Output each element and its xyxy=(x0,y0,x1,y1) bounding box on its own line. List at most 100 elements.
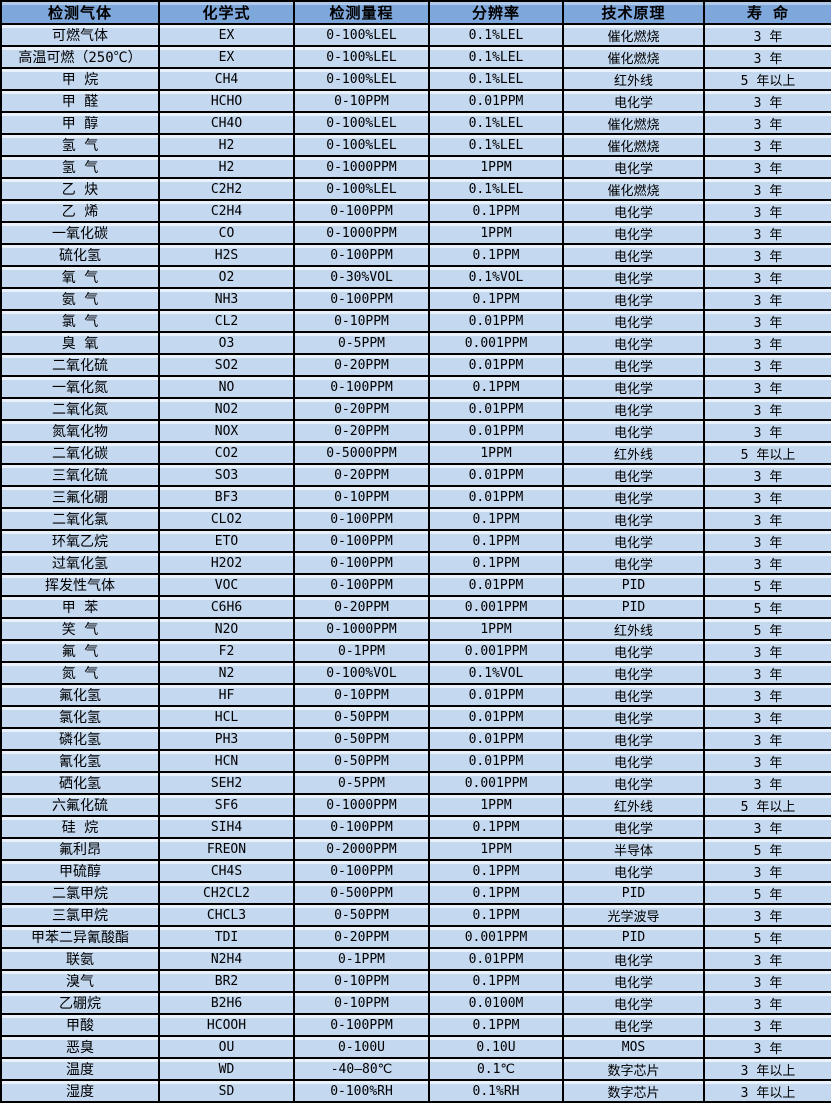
cell-principle: 电化学 xyxy=(562,749,705,773)
cell-range: 0-1PPM xyxy=(293,947,430,971)
cell-principle: 电化学 xyxy=(562,485,705,509)
cell-principle: PID xyxy=(562,595,705,619)
cell-gas-name: 三氟化硼 xyxy=(0,485,160,509)
cell-lifespan: 3 年 xyxy=(703,1013,831,1037)
cell-resolution: 0.0100M xyxy=(428,991,564,1015)
cell-lifespan: 3 年 xyxy=(703,1035,831,1059)
cell-formula: HCOOH xyxy=(158,1013,295,1037)
table-row: 一氧化氮 NO 0-100PPM 0.1PPM 电化学 3 年 xyxy=(0,375,831,399)
table-row: 二氧化氯 CLO2 0-100PPM 0.1PPM 电化学 3 年 xyxy=(0,507,831,531)
cell-lifespan: 3 年 xyxy=(703,749,831,773)
cell-gas-name: 笑 气 xyxy=(0,617,160,641)
cell-formula: NOX xyxy=(158,419,295,443)
table-row: 溴气 BR2 0-10PPM 0.1PPM 电化学 3 年 xyxy=(0,969,831,993)
cell-resolution: 0.1%VOL xyxy=(428,661,564,685)
cell-range: 0-100PPM xyxy=(293,243,430,267)
cell-lifespan: 3 年 xyxy=(703,243,831,267)
cell-gas-name: 氧 气 xyxy=(0,265,160,289)
table-row: 氯 气 CL2 0-10PPM 0.01PPM 电化学 3 年 xyxy=(0,309,831,333)
cell-formula: BR2 xyxy=(158,969,295,993)
cell-resolution: 0.1%LEL xyxy=(428,23,564,47)
cell-gas-name: 乙硼烷 xyxy=(0,991,160,1015)
cell-resolution: 1PPM xyxy=(428,221,564,245)
header-formula: 化学式 xyxy=(158,0,295,25)
cell-principle: 催化燃烧 xyxy=(562,177,705,201)
table-row: 甲苯二异氰酸酯 TDI 0-20PPM 0.001PPM PID 5 年 xyxy=(0,925,831,949)
cell-formula: O3 xyxy=(158,331,295,355)
cell-principle: 红外线 xyxy=(562,67,705,91)
cell-range: 0-20PPM xyxy=(293,463,430,487)
cell-gas-name: 甲 醛 xyxy=(0,89,160,113)
table-row: 氢 气 H2 0-100%LEL 0.1%LEL 催化燃烧 3 年 xyxy=(0,133,831,157)
cell-resolution: 0.01PPM xyxy=(428,309,564,333)
cell-principle: 电化学 xyxy=(562,89,705,113)
cell-gas-name: 可燃气体 xyxy=(0,23,160,47)
cell-principle: 电化学 xyxy=(562,661,705,685)
cell-formula: H2 xyxy=(158,155,295,179)
cell-principle: 电化学 xyxy=(562,639,705,663)
cell-gas-name: 乙 烯 xyxy=(0,199,160,223)
cell-range: 0-100PPM xyxy=(293,815,430,839)
cell-lifespan: 5 年 xyxy=(703,573,831,597)
table-row: 甲 醇 CH4O 0-100%LEL 0.1%LEL 催化燃烧 3 年 xyxy=(0,111,831,135)
cell-resolution: 0.1%RH xyxy=(428,1079,564,1103)
cell-principle: 数字芯片 xyxy=(562,1079,705,1103)
cell-lifespan: 3 年以上 xyxy=(703,1057,831,1081)
table-row: 乙 炔 C2H2 0-100%LEL 0.1%LEL 催化燃烧 3 年 xyxy=(0,177,831,201)
cell-resolution: 0.10U xyxy=(428,1035,564,1059)
cell-range: 0-20PPM xyxy=(293,419,430,443)
cell-lifespan: 5 年 xyxy=(703,881,831,905)
cell-principle: 电化学 xyxy=(562,199,705,223)
cell-gas-name: 恶臭 xyxy=(0,1035,160,1059)
cell-gas-name: 硒化氢 xyxy=(0,771,160,795)
table-row: 氮 气 N2 0-100%VOL 0.1%VOL 电化学 3 年 xyxy=(0,661,831,685)
table-row: 氨 气 NH3 0-100PPM 0.1PPM 电化学 3 年 xyxy=(0,287,831,311)
cell-range: 0-50PPM xyxy=(293,749,430,773)
table-row: 二氧化氮 NO2 0-20PPM 0.01PPM 电化学 3 年 xyxy=(0,397,831,421)
cell-gas-name: 氟利昂 xyxy=(0,837,160,861)
cell-lifespan: 3 年 xyxy=(703,551,831,575)
cell-formula: HF xyxy=(158,683,295,707)
cell-principle: 数字芯片 xyxy=(562,1057,705,1081)
table-row: 笑 气 N2O 0-1000PPM 1PPM 红外线 5 年 xyxy=(0,617,831,641)
cell-lifespan: 3 年 xyxy=(703,133,831,157)
cell-range: 0-20PPM xyxy=(293,397,430,421)
cell-lifespan: 3 年 xyxy=(703,353,831,377)
header-principle: 技术原理 xyxy=(562,0,705,25)
cell-formula: CH4 xyxy=(158,67,295,91)
cell-resolution: 0.001PPM xyxy=(428,331,564,355)
cell-lifespan: 5 年 xyxy=(703,617,831,641)
table-row: 硫化氢 H2S 0-100PPM 0.1PPM 电化学 3 年 xyxy=(0,243,831,267)
cell-principle: 催化燃烧 xyxy=(562,45,705,69)
cell-range: 0-20PPM xyxy=(293,595,430,619)
cell-principle: 电化学 xyxy=(562,397,705,421)
header-range: 检测量程 xyxy=(293,0,430,25)
cell-lifespan: 3 年 xyxy=(703,221,831,245)
cell-range: 0-10PPM xyxy=(293,89,430,113)
cell-gas-name: 硅 烷 xyxy=(0,815,160,839)
cell-lifespan: 3 年 xyxy=(703,309,831,333)
table-row: 臭 氧 O3 0-5PPM 0.001PPM 电化学 3 年 xyxy=(0,331,831,355)
cell-formula: OU xyxy=(158,1035,295,1059)
cell-range: 0-5000PPM xyxy=(293,441,430,465)
cell-lifespan: 3 年 xyxy=(703,287,831,311)
cell-resolution: 0.1PPM xyxy=(428,815,564,839)
cell-gas-name: 湿度 xyxy=(0,1079,160,1103)
cell-resolution: 1PPM xyxy=(428,793,564,817)
cell-range: 0-5PPM xyxy=(293,771,430,795)
cell-range: 0-100%LEL xyxy=(293,177,430,201)
cell-lifespan: 3 年 xyxy=(703,705,831,729)
cell-resolution: 0.1PPM xyxy=(428,551,564,575)
cell-gas-name: 二氧化氯 xyxy=(0,507,160,531)
cell-gas-name: 乙 炔 xyxy=(0,177,160,201)
cell-resolution: 1PPM xyxy=(428,441,564,465)
table-row: 甲 醛 HCHO 0-10PPM 0.01PPM 电化学 3 年 xyxy=(0,89,831,113)
cell-resolution: 0.1%LEL xyxy=(428,177,564,201)
cell-principle: 电化学 xyxy=(562,243,705,267)
table-row: 二氧化硫 SO2 0-20PPM 0.01PPM 电化学 3 年 xyxy=(0,353,831,377)
cell-gas-name: 溴气 xyxy=(0,969,160,993)
cell-resolution: 0.001PPM xyxy=(428,639,564,663)
table-row: 温度 WD -40—80℃ 0.1℃ 数字芯片 3 年以上 xyxy=(0,1057,831,1081)
cell-principle: 电化学 xyxy=(562,287,705,311)
cell-lifespan: 3 年 xyxy=(703,661,831,685)
